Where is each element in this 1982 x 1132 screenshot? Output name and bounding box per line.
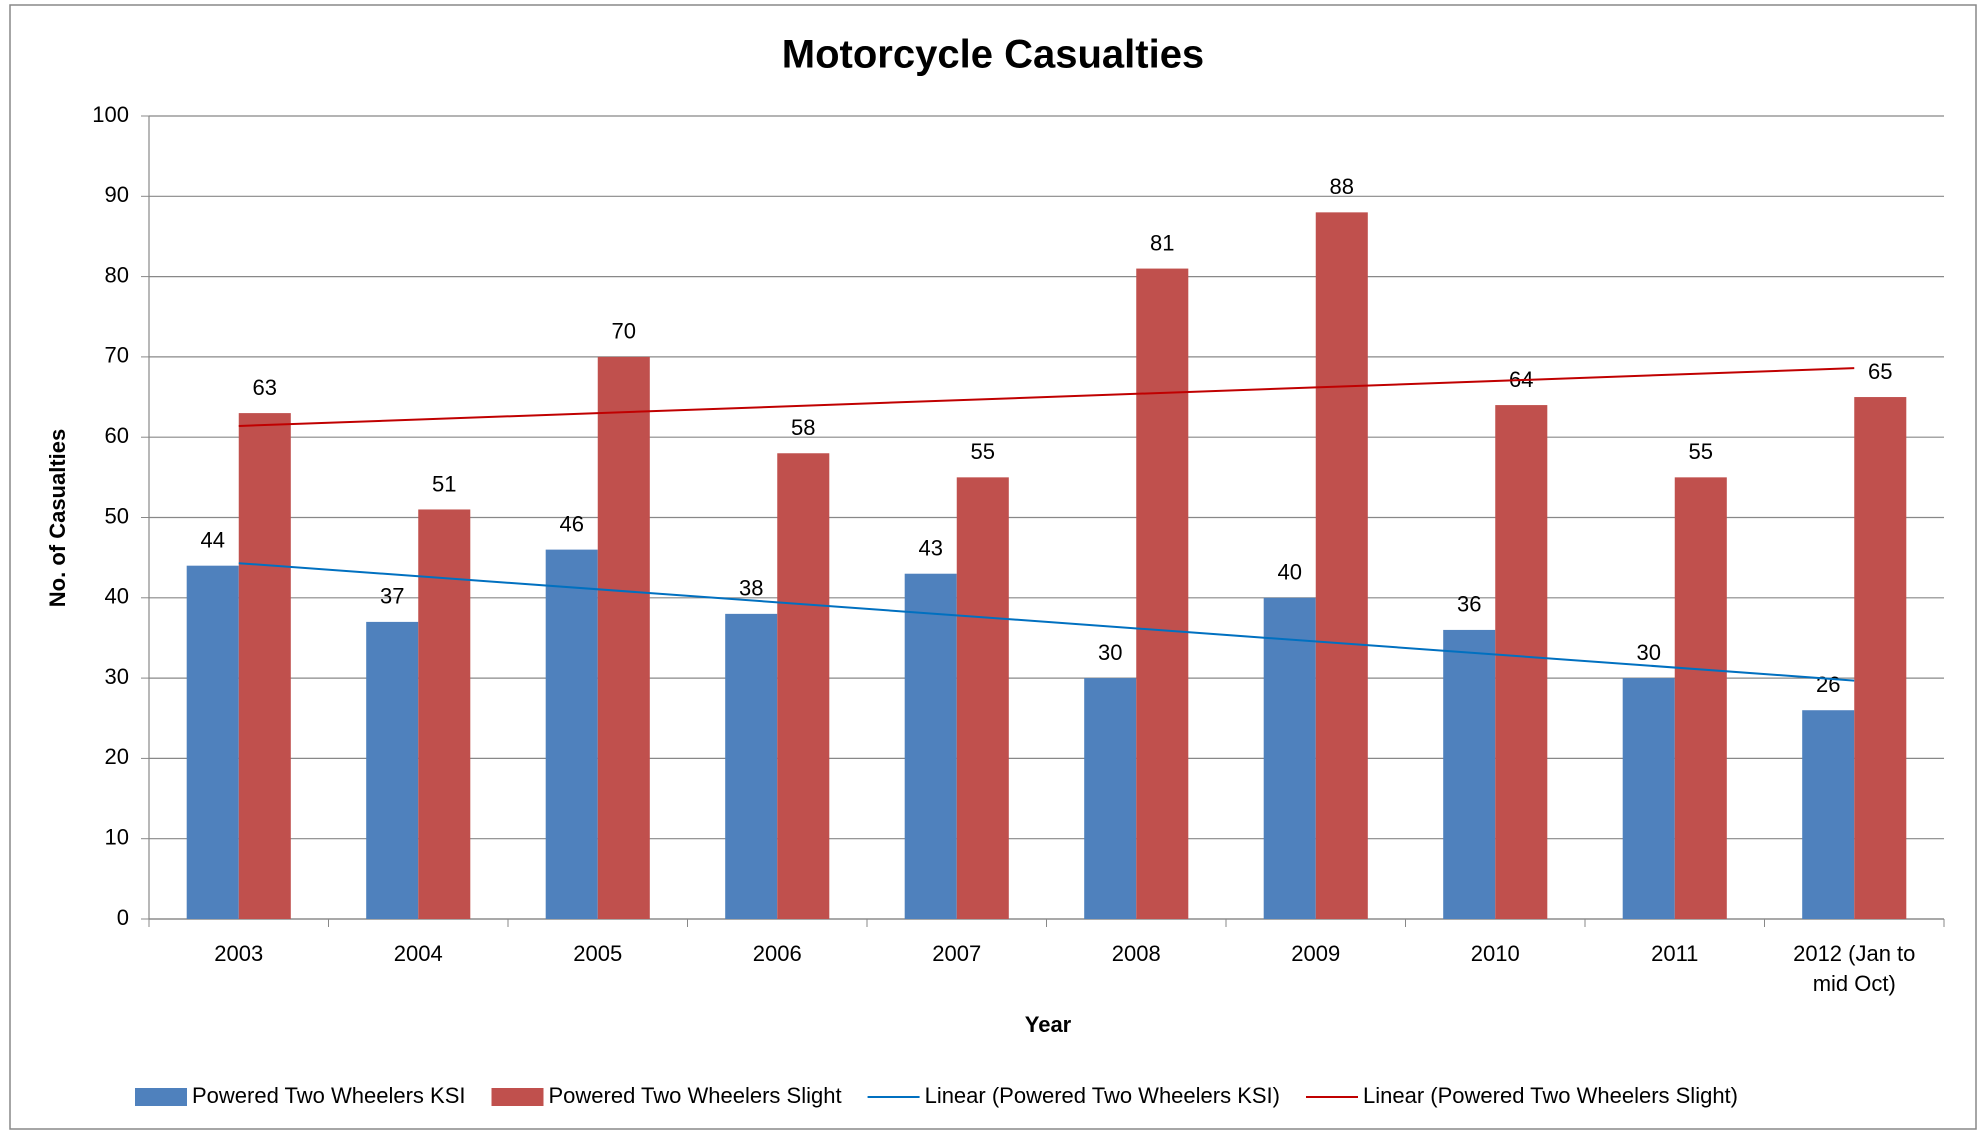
x-tick-label: 2006: [752, 941, 802, 966]
bar: [1263, 597, 1316, 919]
y-tick-label: 10: [105, 825, 129, 850]
x-tick-label: 2003: [214, 941, 264, 966]
bar: [238, 413, 291, 919]
data-label: 40: [1277, 560, 1301, 585]
x-tick-label: 2008: [1111, 941, 1161, 966]
legend-swatch: [135, 1088, 187, 1106]
x-tick-label: 2010: [1470, 941, 1520, 966]
data-label: 30: [1098, 640, 1122, 665]
bar: [1622, 678, 1675, 919]
bar: [597, 356, 650, 919]
x-tick-label: 2009: [1291, 941, 1341, 966]
data-label: 58: [791, 415, 815, 440]
y-tick-label: 80: [105, 262, 129, 287]
bar: [1854, 397, 1907, 919]
y-tick-label: 100: [92, 102, 129, 127]
y-tick-label: 40: [105, 584, 129, 609]
x-tick-label: 2005: [573, 941, 623, 966]
data-label: 55: [1689, 439, 1713, 464]
bar: [186, 565, 239, 919]
bar: [1443, 629, 1496, 919]
data-label: 51: [432, 471, 456, 496]
y-tick-label: 60: [105, 423, 129, 448]
data-label: 63: [253, 375, 277, 400]
bar: [1802, 710, 1855, 919]
legend-label: Powered Two Wheelers Slight: [549, 1083, 842, 1108]
trend-line: [238, 367, 1855, 427]
data-label: 37: [380, 584, 404, 609]
bar: [545, 549, 598, 919]
x-tick-label: 2007: [932, 941, 982, 966]
data-label: 88: [1330, 174, 1354, 199]
bar: [777, 453, 830, 919]
bar: [418, 509, 471, 919]
data-label: 46: [559, 511, 583, 536]
legend-label: Linear (Powered Two Wheelers KSI): [925, 1083, 1280, 1108]
data-label: 55: [971, 439, 995, 464]
bar: [366, 621, 419, 919]
bar: [956, 477, 1009, 919]
x-axis-label: Year: [1025, 1012, 1072, 1037]
bar: [1084, 678, 1137, 919]
legend-swatch: [491, 1088, 544, 1106]
y-tick-label: 30: [105, 664, 129, 689]
y-tick-label: 0: [117, 905, 129, 930]
data-label: 44: [200, 527, 224, 552]
legend-label: Powered Two Wheelers KSI: [192, 1083, 466, 1108]
trend-line: [238, 562, 1855, 682]
y-tick-label: 90: [105, 182, 129, 207]
data-label: 43: [918, 536, 942, 561]
data-label: 26: [1816, 672, 1840, 697]
bar: [904, 573, 957, 919]
bar: [1674, 477, 1727, 919]
x-tick-label: 2012 (Jan to mid Oct): [1793, 941, 1916, 996]
y-tick-label: 50: [105, 503, 129, 528]
data-label: 70: [612, 319, 636, 344]
data-label: 30: [1636, 640, 1660, 665]
y-tick-label: 70: [105, 343, 129, 368]
bar: [1315, 212, 1368, 920]
bar: [1495, 405, 1548, 920]
bar: [725, 613, 778, 919]
x-tick-label: 2004: [393, 941, 443, 966]
data-label: 36: [1457, 592, 1481, 617]
y-tick-label: 20: [105, 744, 129, 769]
y-axis-label: No. of Casualties: [45, 429, 70, 607]
data-label: 65: [1868, 359, 1892, 384]
data-label: 38: [739, 576, 763, 601]
bar: [1136, 268, 1189, 919]
x-tick-label: 2011: [1651, 941, 1699, 966]
legend-label: Linear (Powered Two Wheelers Slight): [1363, 1083, 1738, 1108]
data-label: 81: [1150, 230, 1174, 255]
chart-title: Motorcycle Casualties: [782, 33, 1204, 77]
